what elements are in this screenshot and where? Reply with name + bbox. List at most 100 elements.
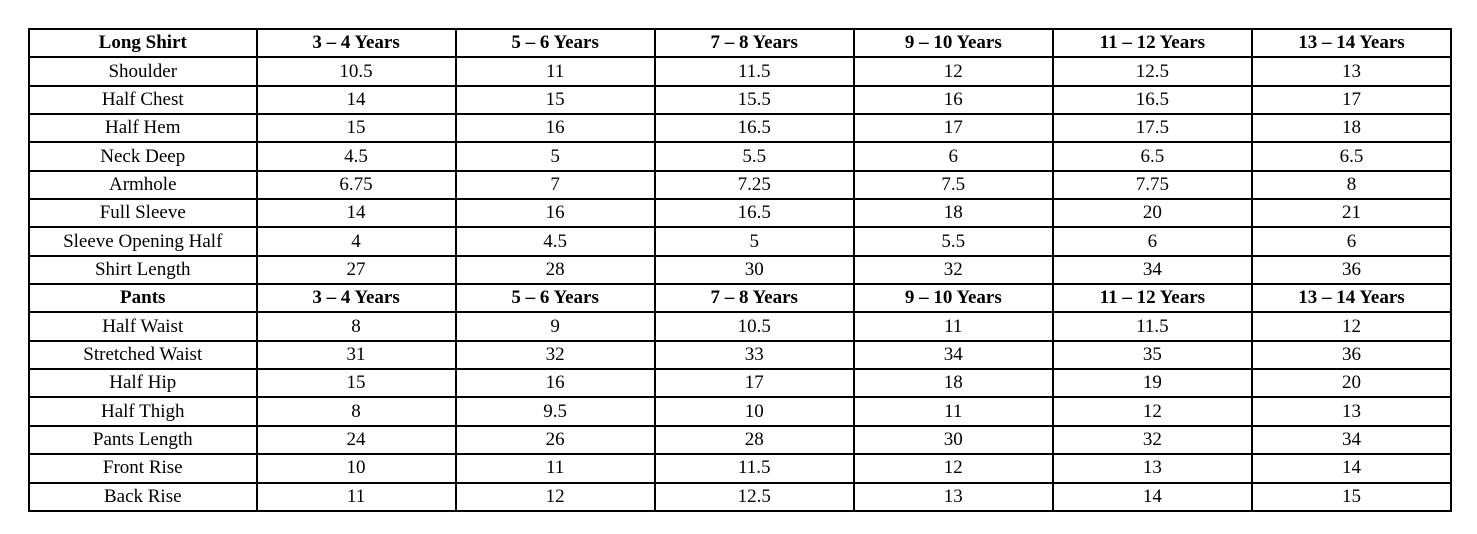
value-cell: 15 (255, 113, 457, 144)
value-cell: 17 (653, 368, 855, 399)
value-cell: 11 (852, 311, 1054, 342)
value-cell: 6 (1051, 226, 1253, 257)
value-cell: 10 (653, 396, 855, 427)
value-cell: 13 (852, 481, 1054, 512)
row-label: Half Hip (28, 368, 258, 399)
value-cell: 18 (852, 368, 1054, 399)
size-chart: Long Shirt 3 – 4 Years 5 – 6 Years 7 – 8 Ye… (28, 27, 1453, 512)
row-label: Pants Length (28, 424, 258, 456)
value-cell: 13 (1250, 396, 1453, 427)
column-header: 5 – 6 Years (454, 27, 656, 59)
value-cell: 12 (1250, 311, 1453, 342)
section-header-row: Pants 3 – 4 Years 5 – 6 Years 7 – 8 Years 9 … (28, 283, 1453, 314)
table-row: Front Rise 10 11 11.5 12 13 14 (28, 453, 1453, 484)
row-label: Sleeve Opening Half (28, 226, 258, 257)
value-cell: 34 (852, 339, 1054, 371)
value-cell: 4.5 (255, 141, 457, 172)
value-cell: 35 (1051, 339, 1253, 371)
column-header: 13 – 14 Years (1250, 27, 1453, 59)
value-cell: 20 (1051, 198, 1253, 229)
row-label: Half Hem (28, 113, 258, 144)
value-cell: 8 (1250, 169, 1453, 201)
value-cell: 26 (454, 424, 656, 456)
value-cell: 15 (1250, 481, 1453, 512)
value-cell: 15.5 (653, 84, 855, 116)
value-cell: 16.5 (653, 198, 855, 229)
value-cell: 15 (255, 368, 457, 399)
value-cell: 9.5 (454, 396, 656, 427)
value-cell: 17 (1250, 84, 1453, 116)
value-cell: 14 (1250, 453, 1453, 484)
value-cell: 12 (454, 481, 656, 512)
value-cell: 16 (454, 368, 656, 399)
value-cell: 6.5 (1051, 141, 1253, 172)
value-cell: 6.75 (255, 169, 457, 201)
value-cell: 11.5 (1051, 311, 1253, 342)
value-cell: 11 (454, 56, 656, 87)
table-row: Half Chest 14 15 15.5 16 16.5 17 (28, 84, 1453, 116)
value-cell: 17 (852, 113, 1054, 144)
column-header: 3 – 4 Years (255, 283, 457, 314)
row-label: Armhole (28, 169, 258, 201)
value-cell: 16 (454, 113, 656, 144)
table-row: Half Thigh 8 9.5 10 11 12 13 (28, 396, 1453, 427)
value-cell: 4 (255, 226, 457, 257)
value-cell: 34 (1250, 424, 1453, 456)
value-cell: 5 (454, 141, 656, 172)
value-cell: 32 (454, 339, 656, 371)
row-label: Stretched Waist (28, 339, 258, 371)
value-cell: 5 (653, 226, 855, 257)
value-cell: 36 (1250, 339, 1453, 371)
row-label: Neck Deep (28, 141, 258, 172)
value-cell: 12 (852, 56, 1054, 87)
row-label: Full Sleeve (28, 198, 258, 229)
table-row: Shoulder 10.5 11 11.5 12 12.5 13 (28, 56, 1453, 87)
value-cell: 28 (653, 424, 855, 456)
value-cell: 6 (852, 141, 1054, 172)
value-cell: 8 (255, 311, 457, 342)
value-cell: 32 (852, 254, 1054, 286)
column-header: 7 – 8 Years (653, 283, 855, 314)
row-label: Front Rise (28, 453, 258, 484)
value-cell: 6.5 (1250, 141, 1453, 172)
row-label: Half Thigh (28, 396, 258, 427)
table-row: Pants Length 24 26 28 30 32 34 (28, 424, 1453, 456)
value-cell: 15 (454, 84, 656, 116)
row-label: Half Waist (28, 311, 258, 342)
value-cell: 8 (255, 396, 457, 427)
section-title: Long Shirt (28, 27, 258, 59)
table-row: Stretched Waist 31 32 33 34 35 36 (28, 339, 1453, 371)
table-row: Shirt Length 27 28 30 32 34 36 (28, 254, 1453, 286)
value-cell: 13 (1051, 453, 1253, 484)
section-title: Pants (28, 283, 258, 314)
value-cell: 16.5 (1051, 84, 1253, 116)
value-cell: 14 (1051, 481, 1253, 512)
value-cell: 11 (454, 453, 656, 484)
value-cell: 36 (1250, 254, 1453, 286)
column-header: 9 – 10 Years (852, 27, 1054, 59)
value-cell: 30 (852, 424, 1054, 456)
value-cell: 18 (852, 198, 1054, 229)
column-header: 3 – 4 Years (255, 27, 457, 59)
value-cell: 19 (1051, 368, 1253, 399)
table-row: Half Hem 15 16 16.5 17 17.5 18 (28, 113, 1453, 144)
value-cell: 16.5 (653, 113, 855, 144)
column-header: 11 – 12 Years (1051, 27, 1253, 59)
value-cell: 24 (255, 424, 457, 456)
value-cell: 10.5 (255, 56, 457, 87)
table-row: Full Sleeve 14 16 16.5 18 20 21 (28, 198, 1453, 229)
value-cell: 27 (255, 254, 457, 286)
value-cell: 10.5 (653, 311, 855, 342)
value-cell: 12.5 (653, 481, 855, 512)
row-label: Shoulder (28, 56, 258, 87)
value-cell: 13 (1250, 56, 1453, 87)
value-cell: 16 (852, 84, 1054, 116)
value-cell: 12.5 (1051, 56, 1253, 87)
value-cell: 12 (1051, 396, 1253, 427)
table-row: Armhole 6.75 7 7.25 7.5 7.75 8 (28, 169, 1453, 201)
table-row: Neck Deep 4.5 5 5.5 6 6.5 6.5 (28, 141, 1453, 172)
value-cell: 7.75 (1051, 169, 1253, 201)
size-table-body: Long Shirt 3 – 4 Years 5 – 6 Years 7 – 8 Ye… (28, 27, 1453, 512)
size-table: Long Shirt 3 – 4 Years 5 – 6 Years 7 – 8 Ye… (28, 27, 1453, 512)
value-cell: 33 (653, 339, 855, 371)
